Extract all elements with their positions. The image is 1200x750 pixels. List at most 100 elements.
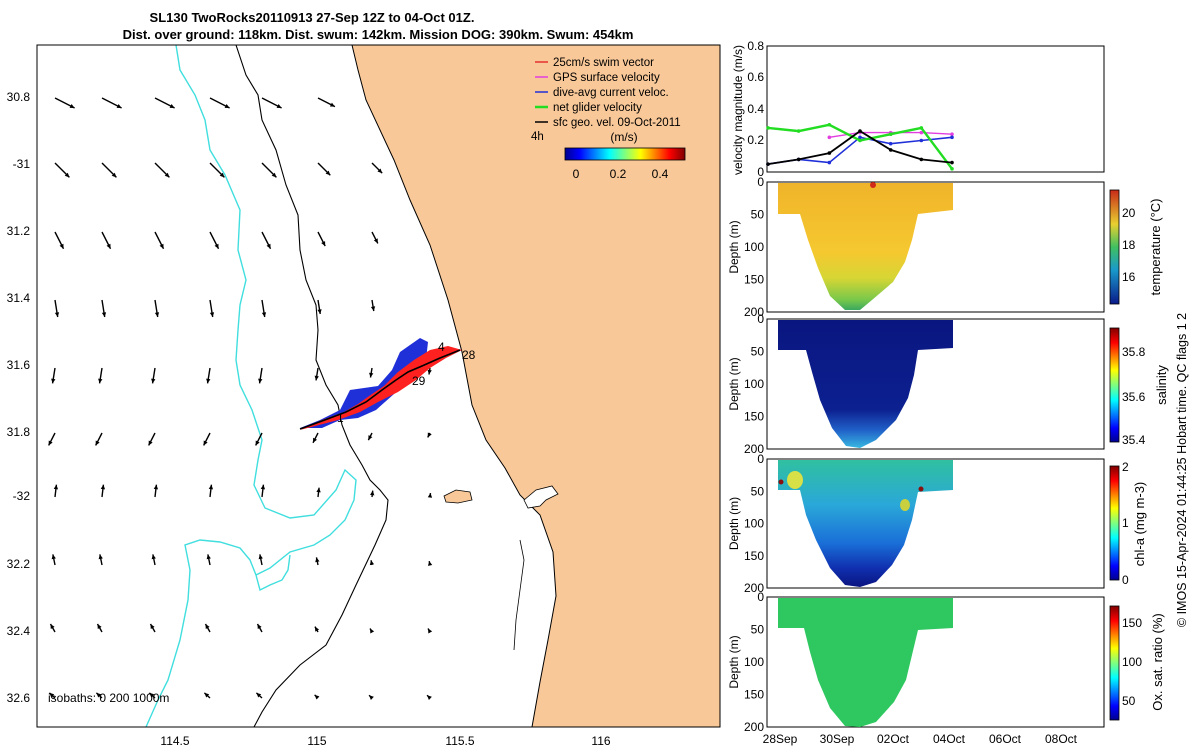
map-legend: 25cm/s swim vector GPS surface velocity …: [531, 57, 686, 181]
title-line-2: Dist. over ground: 118km. Dist. swum: 14…: [123, 27, 634, 42]
velocity-vector-head: [316, 487, 321, 493]
velocity-vector-head: [148, 440, 153, 446]
velocity-series-point: [858, 129, 862, 133]
velocity-series-point: [919, 126, 924, 130]
velocity-vector-head: [266, 243, 271, 249]
temperature-tick: 16: [1122, 270, 1136, 284]
temperature-label: temperature (°C): [1148, 199, 1163, 296]
velocity-vector-head: [224, 104, 230, 108]
chla-tick: 1: [1122, 516, 1129, 530]
colorbar-label: (m/s): [610, 130, 637, 144]
legend-label: 25cm/s swim vector: [553, 57, 654, 69]
velocity-vector-head: [258, 378, 263, 384]
isobaths-label: isobaths: 0 200 1000m: [48, 691, 169, 705]
chla-colorbar: [1109, 465, 1120, 581]
velocity-vector-head: [214, 243, 219, 249]
velocity-vector-head: [208, 484, 214, 490]
temperature-hotspot: [870, 182, 876, 188]
velocity-vector-head: [255, 440, 260, 446]
velocity-vector-head: [370, 306, 376, 312]
track-label-1: 1: [337, 411, 344, 425]
velocity-vector-head: [151, 554, 156, 560]
velocity-vector-head: [96, 692, 102, 698]
colorbar-tick: 0.2: [610, 167, 627, 181]
velocity-vector-head: [206, 378, 211, 384]
velocity-series-point: [919, 130, 924, 135]
time-label: 4h: [531, 131, 544, 143]
velocity-vector-head: [106, 243, 111, 249]
depth-tick: 50: [751, 345, 765, 359]
velocity-vector-head: [427, 369, 432, 375]
velocity-series-point: [919, 157, 924, 162]
velocity-series-point: [950, 160, 954, 165]
estuary: [523, 485, 559, 509]
velocity-vector-head: [258, 554, 263, 560]
vel-ytick: 0.8: [747, 39, 764, 53]
velocity-vector-head: [257, 623, 262, 629]
depth-ylabel: Depth (m): [727, 497, 741, 550]
map-panel: 1 4 28 29 30.8 -31 31.2 31.4 31.6 31.8 -…: [7, 44, 721, 748]
velocity-vector-head: [164, 172, 170, 178]
velocity-vector-head: [203, 440, 208, 446]
depth-tick: 100: [744, 240, 764, 254]
velocity-series-point: [827, 122, 832, 127]
lon-tick: 115.5: [445, 734, 474, 748]
depth-tick: 50: [751, 484, 765, 498]
salinity-section: [778, 320, 953, 448]
velocity-vector-head: [59, 243, 64, 249]
velocity-vector-head: [51, 378, 56, 384]
island: [443, 489, 473, 504]
chla-tick: 0: [1122, 573, 1129, 587]
velocity-vector-head: [51, 554, 56, 560]
depth-tick: 150: [744, 549, 764, 563]
velocity-vector-head: [150, 623, 155, 629]
velocity-vector-head: [271, 172, 277, 178]
velocity-vector-head: [427, 493, 433, 498]
velocity-series-point: [888, 148, 893, 152]
time-xticks: 28Sep 30Sep 02Oct 04Oct 06Oct 08Oct: [763, 732, 1078, 746]
oxygen-colorbar: [1109, 605, 1120, 721]
lat-tick: 31.8: [7, 425, 31, 439]
velocity-series-point: [766, 126, 770, 130]
time-xtick: 02Oct: [877, 732, 910, 746]
time-xtick: 06Oct: [989, 732, 1022, 746]
velocity-vector-head: [427, 561, 433, 566]
track-label-4: 4: [438, 340, 445, 354]
velocity-vector-head: [206, 554, 211, 560]
velocity-series-point: [796, 157, 801, 162]
salinity-panel: 35.4 35.6 35.8 salinity: [766, 318, 1169, 450]
chla-section: [778, 460, 953, 587]
depth-tick: 100: [744, 655, 764, 669]
velocity-vector-head: [64, 172, 70, 178]
velocity-series-point: [888, 141, 893, 146]
title-line-1: SL130 TwoRocks20110913 27-Sep 12Z to 04-…: [150, 10, 475, 25]
velocity-vector-head: [369, 560, 375, 566]
vel-ytick: 0.2: [747, 133, 764, 147]
geostrophic-velocity-vectors: [48, 97, 433, 700]
depth-tick: 150: [744, 273, 764, 287]
time-xtick: 28Sep: [763, 732, 798, 746]
track-label-29: 29: [412, 374, 426, 388]
oxygen-frame: [766, 596, 1105, 728]
depth-tick: 200: [744, 442, 764, 456]
velocity-vector-head: [98, 554, 103, 560]
depth-tick: 200: [744, 720, 764, 734]
depth-tick: 50: [751, 623, 765, 637]
vel-ytick: 0.6: [747, 70, 764, 84]
lon-tick: 115: [307, 734, 326, 748]
velocity-vector-head: [321, 241, 326, 247]
temperature-colorbar: [1109, 189, 1120, 305]
velocity-vector-head: [149, 692, 155, 698]
longitude-ticks: 114.5 115 115.5 116: [160, 734, 610, 748]
velocity-vector-head: [370, 490, 375, 496]
depth-axes: 0 50 100 150 200 Depth (m) 0 50 100 150 200 Depth (…: [727, 175, 764, 734]
temperature-section: [778, 183, 953, 310]
depth-tick: 0: [757, 590, 764, 604]
velocity-vector-head: [325, 170, 331, 176]
velocity-vector-head: [219, 172, 225, 178]
velocity-vector-head: [97, 623, 102, 629]
track-label-28: 28: [462, 348, 476, 362]
oxygen-panel: 50 100 150 Ox. sat. ratio (%): [766, 596, 1165, 728]
lat-tick: 32.6: [7, 691, 31, 705]
velocity-vector-head: [427, 432, 432, 438]
